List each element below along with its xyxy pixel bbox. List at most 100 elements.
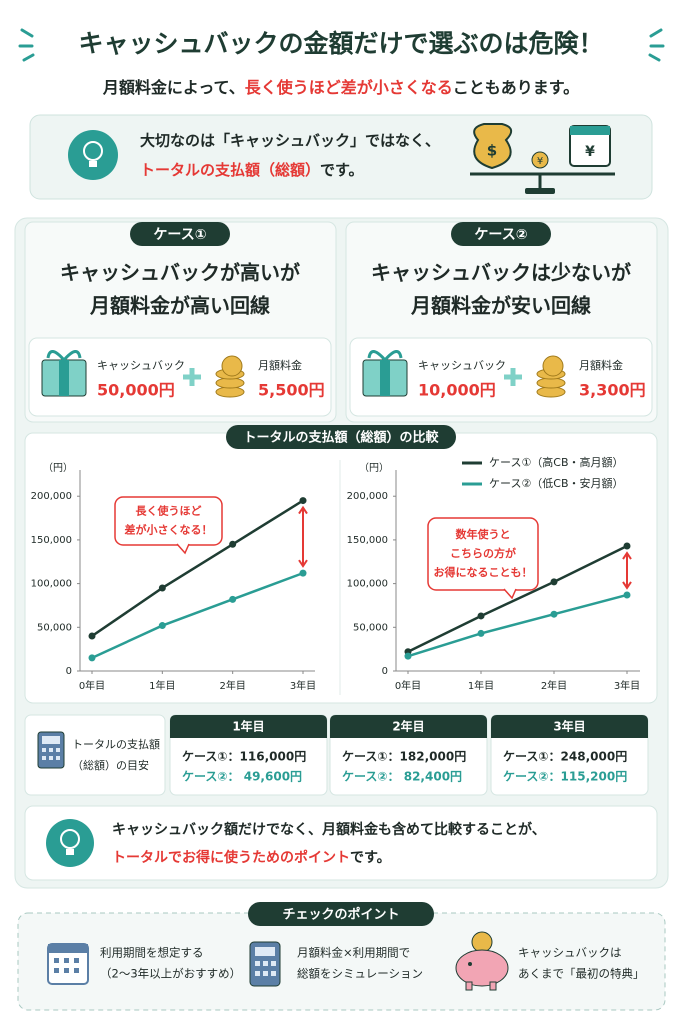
estimate-row: ケース②： 49,600円 <box>182 770 302 784</box>
case-badge-label: ケース① <box>153 227 206 243</box>
x-tick-label: 3年目 <box>614 679 640 692</box>
estimate-row: ケース②： 82,400円 <box>342 770 462 784</box>
tip-line: キャッシュバック額だけでなく、月額料金も含めて比較することが、 <box>112 821 546 838</box>
estimate-label: トータルの支払額 <box>72 737 160 751</box>
annotation-text: 差が小さくなる！ <box>125 523 213 537</box>
annotation-bubble <box>427 517 539 591</box>
charts: （円） 0 50,000 100,000 150,000 200,000 0年目 1年目 2年目… <box>31 455 641 692</box>
y-axis-label: （円） <box>43 462 73 474</box>
gift-icon <box>380 360 390 396</box>
tip-box <box>24 805 658 881</box>
annotation-tail <box>503 588 517 600</box>
monthly-value: 3,300円 <box>579 381 646 400</box>
annotation-text: こちらの方が <box>450 546 516 560</box>
monthly-label: 月額料金 <box>579 358 623 372</box>
series-line <box>91 571 304 660</box>
data-point <box>623 591 631 599</box>
data-point <box>158 584 166 592</box>
annotation-text: 数年使うと <box>456 527 511 541</box>
bulb-icon <box>68 130 118 180</box>
x-tick-label: 2年目 <box>541 679 567 692</box>
checkpoints-badge <box>248 902 434 926</box>
y-tick-label: 100,000 <box>347 579 388 590</box>
data-point <box>477 629 485 637</box>
comparison-badge <box>226 425 456 449</box>
y-tick-label: 150,000 <box>347 535 388 546</box>
subtitle: 月額料金によって、長く使うほど差が小さくなることもあります。 <box>102 78 579 97</box>
y-tick-label: 50,000 <box>37 622 72 633</box>
data-point <box>550 610 558 618</box>
annotation-bubble <box>114 496 223 546</box>
case-badge-label: ケース② <box>474 227 527 243</box>
plus-icon <box>183 368 201 386</box>
coin-icon <box>542 355 564 377</box>
checkpoint-text: 月額料金×利用期間で <box>297 946 410 960</box>
y-tick-label: 150,000 <box>31 535 72 546</box>
calculator-icon <box>249 941 281 987</box>
x-tick-label: 1年目 <box>468 679 494 692</box>
estimate-row: ケース②：115,200円 <box>503 770 627 784</box>
plus-icon <box>504 368 522 386</box>
intro-part: です。 <box>320 161 364 179</box>
monthly-value: 5,500円 <box>258 381 325 400</box>
data-point <box>158 622 166 630</box>
cashback-label: キャッシュバック <box>97 359 185 372</box>
cashback-value: 50,000円 <box>97 381 175 400</box>
case-detail-box <box>349 337 653 417</box>
intro-line: 大切なのは「キャッシュバック」ではなく、 <box>140 132 440 150</box>
estimate-row: ケース①：182,000円 <box>342 750 466 764</box>
annotation-tail <box>176 543 190 555</box>
y-axis-label: （円） <box>359 462 389 474</box>
case-heading: キャッシュバックが高いが <box>60 261 300 285</box>
x-tick-label: 0年目 <box>79 679 105 692</box>
data-point <box>404 652 412 660</box>
series-line <box>91 499 304 638</box>
case-heading: 月額料金が安い回線 <box>410 294 591 318</box>
data-point <box>88 632 96 640</box>
gift-icon <box>46 350 82 361</box>
gift-icon <box>59 360 69 396</box>
data-point <box>229 540 237 548</box>
case-badge <box>451 222 551 246</box>
data-point <box>88 654 96 662</box>
estimate-row: ケース①：116,000円 <box>182 750 306 764</box>
tip-part: です。 <box>350 850 391 866</box>
checkpoint-text: （2〜3年以上がおすすめ） <box>100 967 241 981</box>
series-line <box>407 593 628 658</box>
subtitle-highlight: 長く使うほど差が小さくなる <box>245 78 453 97</box>
series-line <box>407 544 628 653</box>
monthly-label: 月額料金 <box>258 358 302 372</box>
x-tick-label: 2年目 <box>219 679 245 692</box>
estimate-header-bg <box>491 715 648 738</box>
bulb-icon <box>46 819 94 867</box>
x-tick-label: 1年目 <box>149 679 175 692</box>
y-tick-label: 50,000 <box>353 622 388 633</box>
y-tick-label: 0 <box>382 666 388 677</box>
checkpoints-title: チェックのポイント <box>282 907 399 923</box>
scale-icon: $ ¥ ¥ <box>470 123 615 194</box>
checkpoint-text: 総額をシミュレーション <box>297 967 423 981</box>
icon-symbol: ¥ <box>585 144 595 160</box>
checkpoint-text: キャッシュバックは <box>518 946 622 960</box>
subtitle-part: 月額料金によって、 <box>102 78 245 97</box>
subtitle-part: こともあります。 <box>453 78 579 97</box>
chart-panel <box>24 432 658 704</box>
case-heading: 月額料金が高い回線 <box>89 294 270 318</box>
annotation-text: お得になることも！ <box>434 565 533 579</box>
intro-box <box>29 114 653 200</box>
case-heading: キャッシュバックは少ないが <box>371 261 631 285</box>
checkpoints-box <box>17 912 666 1011</box>
calculator-icon <box>37 731 65 769</box>
gift-icon <box>367 350 403 361</box>
estimate-header: 3年目 <box>553 719 585 734</box>
x-tick-label: 3年目 <box>290 679 316 692</box>
estimate-header-bg <box>330 715 487 738</box>
checkpoint-text: 利用期間を想定する <box>100 946 204 960</box>
data-point <box>229 595 237 603</box>
cashback-label: キャッシュバック <box>418 359 506 372</box>
case-detail-box <box>28 337 332 417</box>
